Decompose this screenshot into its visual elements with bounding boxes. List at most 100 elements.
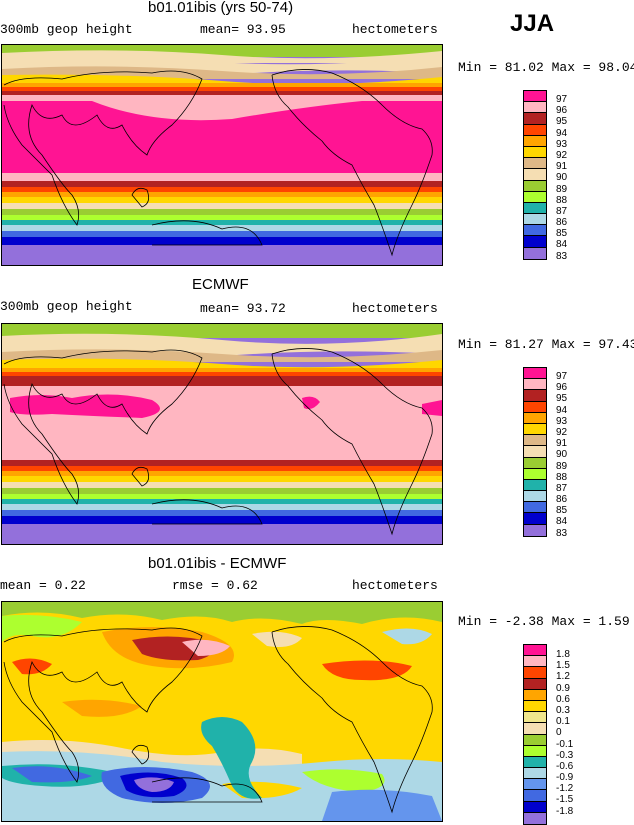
panel3-legend-swatch bbox=[524, 723, 546, 735]
panel1-legend-label: 94 bbox=[556, 127, 568, 139]
panel2-legend-label: 83 bbox=[556, 527, 568, 539]
panel3-units-label: hectometers bbox=[352, 578, 438, 593]
panel1-legend-swatch bbox=[524, 102, 546, 114]
panel1-legend-swatch bbox=[524, 91, 546, 103]
panel1-legend-swatch bbox=[524, 180, 546, 192]
panel3-legend-labels: 1.8 1.5 1.2 0.9 0.6 0.3 0.1 0 -0.1 -0.3 … bbox=[556, 649, 573, 817]
panel2-legend-label: 86 bbox=[556, 494, 568, 506]
panel2-legend-swatch bbox=[524, 524, 546, 536]
panel1-legend-label: 92 bbox=[556, 149, 568, 161]
panel3-legend-swatch bbox=[524, 745, 546, 757]
panel2-legend-label: 84 bbox=[556, 516, 568, 528]
panel3-legend-label: -1.5 bbox=[556, 794, 574, 806]
panel2-legend-label: 88 bbox=[556, 471, 568, 483]
panel1-minmax: Min = 81.02 Max = 98.04 bbox=[458, 60, 634, 75]
panel2-legend-swatch bbox=[524, 457, 546, 469]
panel3-legend-label: -1.2 bbox=[556, 783, 574, 795]
panel1-legend-label: 85 bbox=[556, 228, 568, 240]
panel1-mean-label: mean= 93.95 bbox=[200, 22, 286, 37]
panel3-mean-label: mean = 0.22 bbox=[0, 578, 86, 593]
panel1-legend-swatch bbox=[524, 135, 546, 147]
panel2-map bbox=[1, 323, 443, 545]
panel3-rmse-label: rmse = 0.62 bbox=[172, 578, 258, 593]
panel3-legend-label: 1.2 bbox=[556, 671, 570, 683]
panel1-legend-swatch bbox=[524, 236, 546, 248]
season-label: JJA bbox=[510, 10, 555, 37]
panel2-title: ECMWF bbox=[192, 276, 249, 293]
panel1-map bbox=[1, 44, 443, 266]
panel1-legend-swatch bbox=[524, 225, 546, 237]
panel2-legend-label: 90 bbox=[556, 449, 568, 461]
panel2-left-label: 300mb geop height bbox=[0, 299, 133, 314]
panel3-legend-swatch bbox=[524, 678, 546, 690]
panel2-legend-label: 87 bbox=[556, 482, 568, 494]
panel2-legend-label: 92 bbox=[556, 426, 568, 438]
panel1-legend-swatch bbox=[524, 247, 546, 259]
panel3-legend-swatch bbox=[524, 768, 546, 780]
panel1-legend-label: 89 bbox=[556, 183, 568, 195]
panel1-legend-swatch bbox=[524, 202, 546, 215]
panel1-legend-label: 91 bbox=[556, 161, 568, 173]
panel2-legend-swatch bbox=[524, 412, 546, 424]
panel1-units-label: hectometers bbox=[352, 22, 438, 37]
panel3-legend-label: 0 bbox=[556, 727, 562, 739]
panel2-legend-swatch bbox=[524, 423, 546, 436]
panel3-title: b01.01ibis - ECMWF bbox=[148, 555, 287, 572]
panel3-legend-swatch bbox=[524, 645, 546, 657]
panel3-legend-swatch bbox=[524, 656, 546, 668]
panel3-legend bbox=[523, 644, 547, 825]
panel2-legend-label: 97 bbox=[556, 371, 568, 382]
panel2-legend-label: 95 bbox=[556, 393, 568, 405]
panel3-contour-field bbox=[2, 602, 442, 821]
panel1-legend-swatch bbox=[524, 214, 546, 226]
panel3-legend-label: 0.3 bbox=[556, 704, 570, 716]
panel1-legend-swatch bbox=[524, 158, 546, 170]
panel1-legend bbox=[523, 90, 547, 260]
panel2-legend-swatch bbox=[524, 401, 546, 413]
panel1-contour-field bbox=[2, 45, 442, 265]
panel3-legend-swatch bbox=[524, 667, 546, 679]
panel3-legend-label: 1.8 bbox=[556, 649, 570, 660]
panel1-legend-swatch bbox=[524, 124, 546, 136]
panel2-legend-swatch bbox=[524, 491, 546, 503]
panel2-legend-label: 91 bbox=[556, 438, 568, 450]
panel1-legend-label: 90 bbox=[556, 172, 568, 184]
panel3-legend-label: 0.1 bbox=[556, 716, 570, 728]
panel3-legend-label: 1.5 bbox=[556, 660, 570, 672]
panel2-legend-label: 94 bbox=[556, 404, 568, 416]
panel1-legend-label: 84 bbox=[556, 239, 568, 251]
panel3-legend-label: 0.6 bbox=[556, 693, 570, 705]
panel3-legend-swatch bbox=[524, 812, 546, 824]
panel2-legend-swatch bbox=[524, 435, 546, 447]
panel2-mean-label: mean= 93.72 bbox=[200, 301, 286, 316]
panel3-legend-swatch bbox=[524, 779, 546, 791]
panel2-legend-label: 85 bbox=[556, 505, 568, 517]
panel2-legend-swatch bbox=[524, 513, 546, 525]
panel3-legend-swatch bbox=[524, 700, 546, 713]
panel3-legend-swatch bbox=[524, 689, 546, 701]
panel2-legend-label: 89 bbox=[556, 460, 568, 472]
panel2-units-label: hectometers bbox=[352, 301, 438, 316]
panel3-legend-swatch bbox=[524, 756, 546, 769]
panel2-legend-swatch bbox=[524, 390, 546, 402]
panel3-legend-label: -0.1 bbox=[556, 738, 574, 750]
panel2-contour-field bbox=[2, 324, 442, 544]
panel1-legend-label: 87 bbox=[556, 205, 568, 217]
panel2-legend-swatch bbox=[524, 368, 546, 380]
panel2-legend-label: 96 bbox=[556, 382, 568, 394]
panel1-legend-label: 96 bbox=[556, 105, 568, 117]
panel2-legend-swatch bbox=[524, 468, 546, 480]
panel2-legend-swatch bbox=[524, 379, 546, 391]
panel1-legend-swatch bbox=[524, 169, 546, 181]
panel3-legend-label: -0.9 bbox=[556, 772, 574, 784]
panel3-legend-swatch bbox=[524, 790, 546, 802]
panel1-legend-label: 97 bbox=[556, 94, 568, 105]
panel1-title: b01.01ibis (yrs 50-74) bbox=[148, 0, 294, 16]
panel2-minmax: Min = 81.27 Max = 97.43 bbox=[458, 337, 634, 352]
panel1-legend-label: 83 bbox=[556, 250, 568, 262]
panel3-legend-label: -0.3 bbox=[556, 749, 574, 761]
panel3-legend-label: 0.9 bbox=[556, 682, 570, 694]
panel3-legend-label: -1.8 bbox=[556, 805, 574, 817]
panel1-legend-swatch bbox=[524, 191, 546, 203]
panel2-legend-swatch bbox=[524, 502, 546, 514]
